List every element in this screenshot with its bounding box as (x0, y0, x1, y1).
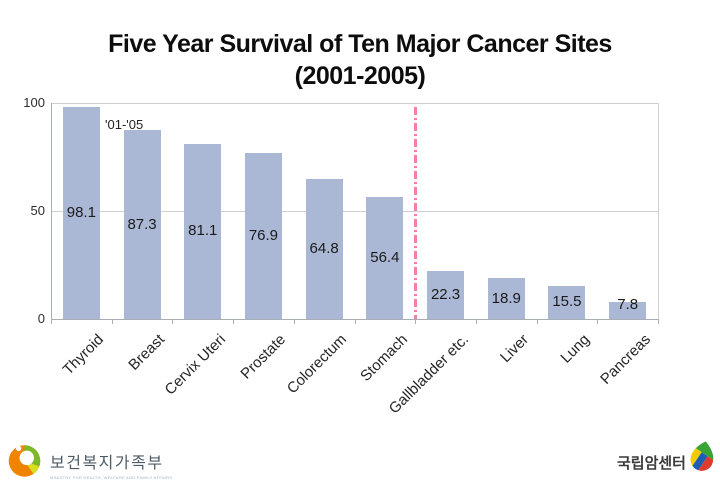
mohw-korean-name: 보건복지가족부 (50, 455, 164, 472)
bar-value-label-pancreas: 7.8 (617, 296, 639, 313)
bar-gallbladder-etc (427, 270, 465, 319)
bar-prostate (244, 152, 282, 319)
slide-title: Five Year Survival of Ten Major Cancer S… (0, 28, 720, 92)
bar-pancreas (609, 302, 647, 319)
y-gridline-100 (51, 103, 658, 104)
mohw-logo: 보건복지가족부 MINISTRY FOR HEALTH, WELFARE AND… (6, 443, 172, 480)
ncc-leaf-icon (688, 439, 717, 473)
x-axis-tick (233, 320, 235, 324)
bar-value-label-thyroid: 98.1 (66, 204, 96, 222)
x-axis-tick (293, 320, 295, 324)
period-annotation: '01-'05 (105, 117, 144, 132)
x-axis-tick (475, 320, 477, 324)
slide-title-line2: (2001-2005) (294, 62, 426, 90)
x-category-label-cervix-uteri: Cervix Uteri (161, 331, 229, 399)
period-divider-line (413, 107, 417, 319)
x-category-label-gallbladder-etc: Gallbladder etc. (385, 331, 472, 418)
x-axis-tick (536, 320, 538, 324)
x-category-label-lung: Lung (557, 331, 593, 367)
x-axis-tick (415, 320, 417, 324)
bar-thyroid (62, 107, 100, 319)
bar-colorectum (305, 179, 343, 319)
x-category-label-pancreas: Pancreas (596, 331, 654, 388)
x-axis-tick (658, 320, 659, 324)
ncc-korean-name: 국립암센터 (616, 455, 686, 472)
x-category-label-stomach: Stomach (356, 331, 411, 385)
x-category-label-prostate: Prostate (237, 331, 290, 383)
bar-value-label-breast: 87.3 (127, 215, 157, 233)
bar-value-label-lung: 15.5 (552, 293, 582, 311)
y-axis-tick-label: 0 (37, 311, 45, 326)
x-axis-tick (172, 320, 174, 324)
bar-value-label-colorectum: 64.8 (309, 240, 339, 258)
y-gridline-50 (51, 211, 658, 212)
bar-value-label-gallbladder-etc: 22.3 (430, 285, 461, 303)
plot-right-border (658, 103, 659, 319)
bar-value-label-liver: 18.9 (491, 289, 521, 307)
bar-value-label-stomach: 56.4 (370, 249, 400, 267)
x-category-label-liver: Liver (497, 331, 533, 367)
bar-cervix-uteri (184, 143, 222, 319)
bar-breast (123, 130, 161, 319)
x-axis-tick (354, 320, 356, 324)
y-axis-line (51, 103, 52, 319)
slide-title-line1: Five Year Survival of Ten Major Cancer S… (108, 30, 612, 58)
ncc-logo: 국립암센터 (616, 439, 717, 473)
x-axis-line (51, 319, 659, 320)
x-axis-tick (597, 320, 599, 324)
y-axis-tick-label: 50 (30, 203, 45, 218)
bar-value-label-cervix-uteri: 81.1 (188, 222, 218, 240)
x-axis-tick (111, 320, 113, 324)
bar-lung (548, 285, 586, 319)
x-category-label-breast: Breast (125, 331, 169, 374)
mohw-swirl-icon (8, 445, 41, 477)
x-category-label-colorectum: Colorectum (283, 331, 351, 398)
mohw-english-name: MINISTRY FOR HEALTH, WELFARE AND FAMILY … (50, 475, 173, 480)
x-axis-tick (51, 320, 52, 324)
bar-liver (487, 278, 525, 319)
bar-stomach (366, 197, 404, 319)
y-axis-tick-label: 100 (23, 95, 45, 110)
bar-chart: 0 50 100 98.1 Thyroid 87.3 Breast 81.1 Cervix Ut… (23, 95, 659, 417)
bar-value-label-prostate: 76.9 (248, 226, 279, 244)
